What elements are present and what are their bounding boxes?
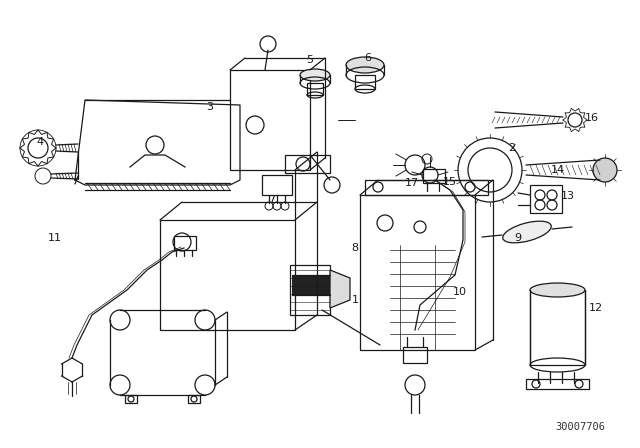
- Text: 13: 13: [561, 191, 575, 201]
- Text: 1: 1: [351, 295, 358, 305]
- Text: 10: 10: [453, 287, 467, 297]
- Bar: [403, 347, 427, 363]
- Bar: [530, 290, 585, 365]
- Bar: [125, 395, 137, 403]
- Ellipse shape: [503, 221, 551, 243]
- Bar: [526, 379, 589, 389]
- Bar: [174, 236, 196, 250]
- Bar: [530, 185, 562, 213]
- Bar: [188, 395, 200, 403]
- Bar: [360, 195, 475, 350]
- Text: 11: 11: [48, 233, 62, 243]
- Text: 9: 9: [515, 233, 522, 243]
- Text: 30007706: 30007706: [555, 422, 605, 432]
- Text: 4: 4: [36, 137, 44, 147]
- Text: 17: 17: [405, 178, 419, 188]
- Bar: [230, 70, 310, 170]
- Bar: [365, 180, 488, 195]
- Bar: [285, 155, 330, 173]
- Bar: [355, 75, 375, 89]
- Ellipse shape: [346, 57, 384, 73]
- Bar: [423, 169, 445, 183]
- Circle shape: [593, 158, 617, 182]
- Text: 5: 5: [307, 55, 314, 65]
- Text: 12: 12: [589, 303, 603, 313]
- Polygon shape: [330, 270, 350, 308]
- Text: 14: 14: [551, 165, 565, 175]
- Ellipse shape: [300, 69, 330, 81]
- Text: 6: 6: [365, 53, 371, 63]
- Text: 8: 8: [351, 243, 358, 253]
- Text: 16: 16: [585, 113, 599, 123]
- Bar: [160, 220, 295, 330]
- Bar: [307, 83, 323, 95]
- Text: 7: 7: [268, 195, 276, 205]
- Bar: [290, 265, 330, 315]
- Text: 3: 3: [207, 102, 214, 112]
- Text: 2: 2: [508, 143, 516, 153]
- Bar: [292, 275, 330, 295]
- Text: 15: 15: [443, 177, 457, 187]
- Ellipse shape: [530, 283, 585, 297]
- Bar: [262, 175, 292, 195]
